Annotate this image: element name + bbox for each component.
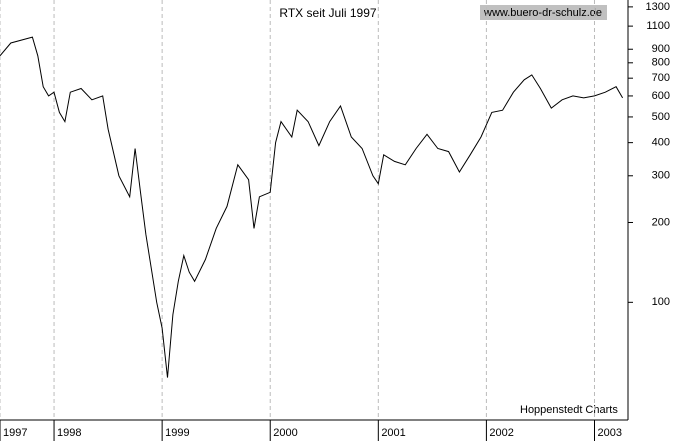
y-tick-label: 400 — [652, 137, 670, 149]
watermark-box — [480, 5, 607, 20]
chart-title: RTX seit Juli 1997 — [279, 6, 376, 20]
y-tick-label: 600 — [652, 90, 670, 102]
y-tick-label: 200 — [652, 216, 670, 228]
y-tick-label: 700 — [652, 72, 670, 84]
y-tick-label: 1100 — [646, 20, 670, 32]
x-tick-label: 2000 — [273, 427, 297, 439]
y-tick-label: 100 — [652, 296, 670, 308]
x-tick-label: 2002 — [489, 427, 513, 439]
x-tick-label: 1997 — [3, 427, 27, 439]
price-line — [0, 36, 624, 378]
y-tick-label: 1300 — [646, 1, 670, 13]
x-tick-label: 2003 — [597, 427, 621, 439]
y-tick-label: 300 — [652, 170, 670, 182]
x-tick-label: 1998 — [57, 427, 81, 439]
source: Hoppenstedt Charts — [520, 404, 618, 416]
x-tick-label: 2001 — [381, 427, 405, 439]
watermark: www.buero-dr-schulz.de — [483, 7, 602, 19]
y-tick-label: 500 — [652, 111, 670, 123]
y-tick-label: 800 — [652, 57, 670, 69]
x-tick-label: 1999 — [165, 427, 189, 439]
y-tick-label: 900 — [652, 43, 670, 55]
